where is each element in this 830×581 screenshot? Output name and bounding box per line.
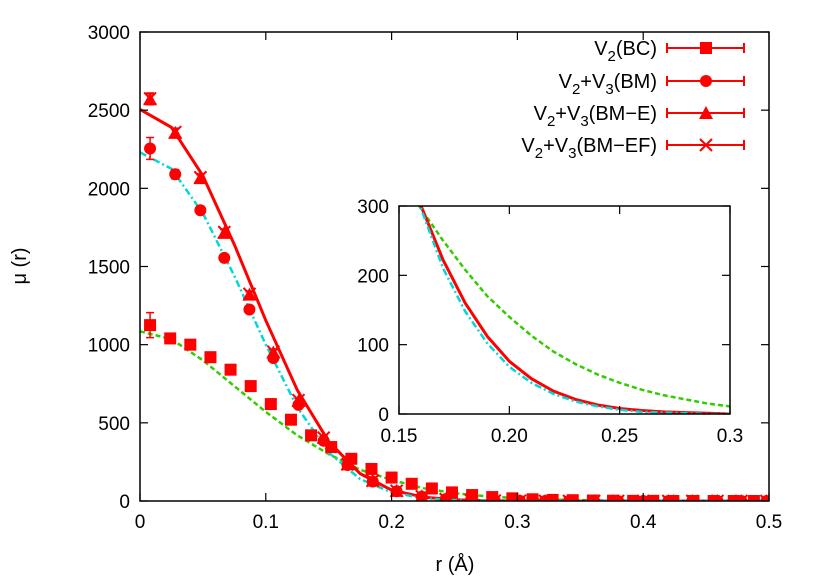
data-point-square [244,380,257,393]
y-tick-label: 0 [119,492,130,513]
inset-plot-frame [398,205,731,415]
data-point-square [184,338,197,351]
data-point-cross [340,457,355,471]
inset-axes: 0.15 0.20 0.25 0.3 0 100 200 300 [357,197,743,447]
inset-x-tick-label: 0.3 [717,426,743,447]
main-curve-fit_v2 [140,330,769,501]
legend-marker-circle [700,75,712,87]
main-curve-fit_v2v3 [140,108,769,501]
main-fit-curves [140,108,769,501]
data-point-cross [587,494,601,501]
inset-y-tick-label: 0 [378,405,389,426]
data-point-square [747,495,760,501]
data-point-cross [538,494,552,501]
x-tick-label: 0 [135,512,146,533]
data-point-square [164,332,177,345]
data-point-cross [759,494,769,501]
data-point-cross [242,287,257,301]
main-curve-fit_v2v3_bm [140,151,769,501]
y-axis-label: μ (r) [9,247,31,284]
data-point-circle [243,303,256,316]
data-point-cross [291,393,306,407]
y-tick-label: 1500 [88,258,130,279]
data-point-square [365,462,378,475]
data-point-square [284,413,297,426]
data-point-cross [266,344,281,359]
data-point-cross [217,225,231,239]
data-point-square [627,494,640,501]
data-point-cross [143,91,157,106]
data-point-cross [316,430,331,445]
data-point-square [224,363,237,376]
y-tick-label: 2500 [88,101,130,122]
data-point-cross [636,494,650,501]
data-point-cross [366,473,380,488]
legend-marker-cross [699,138,713,152]
data-point-cross [193,170,208,185]
data-point-cross [168,125,182,139]
data-point-square [546,493,559,501]
data-point-square [405,477,418,490]
inset-curve-fit_v2v3_bm [418,206,730,414]
y-tick-label: 2000 [88,179,130,200]
data-point-cross [562,494,576,501]
data-point-cross [661,494,676,501]
legend-label: V2(BC) [594,38,657,65]
x-tick-label: 0.1 [253,512,279,533]
legend-label: V2+V3(BM−E) [534,103,657,130]
data-point-cross [734,494,749,501]
y-tick-label: 1000 [88,336,130,357]
inset-curve-fit_v2v3 [419,206,730,414]
data-point-square [144,319,157,332]
data-point-square [425,482,438,495]
inset-y-tick-label: 300 [357,197,389,218]
data-point-square [647,494,660,501]
x-axis-label: r (Å) [436,553,475,576]
inset-background [399,206,730,414]
data-point-square [385,471,398,484]
legend-item: V2+V3(BM) [559,71,745,98]
data-point-cross [438,492,453,501]
data-point-square [526,493,539,501]
legend-label: V2+V3(BM) [559,71,657,98]
data-point-square [506,492,519,501]
inset-x-tick-label: 0.20 [491,426,528,447]
inset-curve-fit_v2 [417,206,730,408]
data-point-square [264,398,277,411]
data-point-circle [144,142,157,155]
legend-label: V2+V3(BM−EF) [521,135,657,162]
legend-item: V2(BC) [594,38,745,65]
legend-item: V2+V3(BM−EF) [521,135,745,162]
data-point-cross [710,494,725,501]
data-point-cross [685,494,699,501]
data-point-cross [611,494,625,501]
y-tick-label: 3000 [88,23,130,44]
inset-y-tick-label: 100 [357,336,389,357]
y-tick-label: 500 [98,414,130,435]
x-tick-label: 0.4 [630,512,657,533]
x-tick-label: 0.2 [378,512,404,533]
inset-x-tick-label: 0.25 [601,426,638,447]
legend: V2(BC) V2+V3(BM) V2+V3(BM−E) V2+V3(BM−EF) [521,38,745,162]
data-point-circle [169,168,182,181]
data-point-square [204,351,217,364]
inset-y-tick-label: 200 [357,266,389,287]
inset-fit-curves [417,206,730,414]
data-point-circle [194,204,207,217]
data-point-cross [389,484,404,498]
inset-x-tick-label: 0.15 [381,426,418,447]
x-tick-label: 0.3 [504,512,530,533]
legend-marker-square [700,42,712,54]
data-point-square [727,495,740,501]
legend-item: V2+V3(BM−E) [534,103,745,130]
main-data-points [143,91,769,501]
x-tick-label: 0.5 [756,512,782,533]
data-point-circle [218,251,231,264]
data-point-cross [464,493,478,501]
legend-marker-triangle [699,106,713,119]
data-point-square [305,429,318,442]
